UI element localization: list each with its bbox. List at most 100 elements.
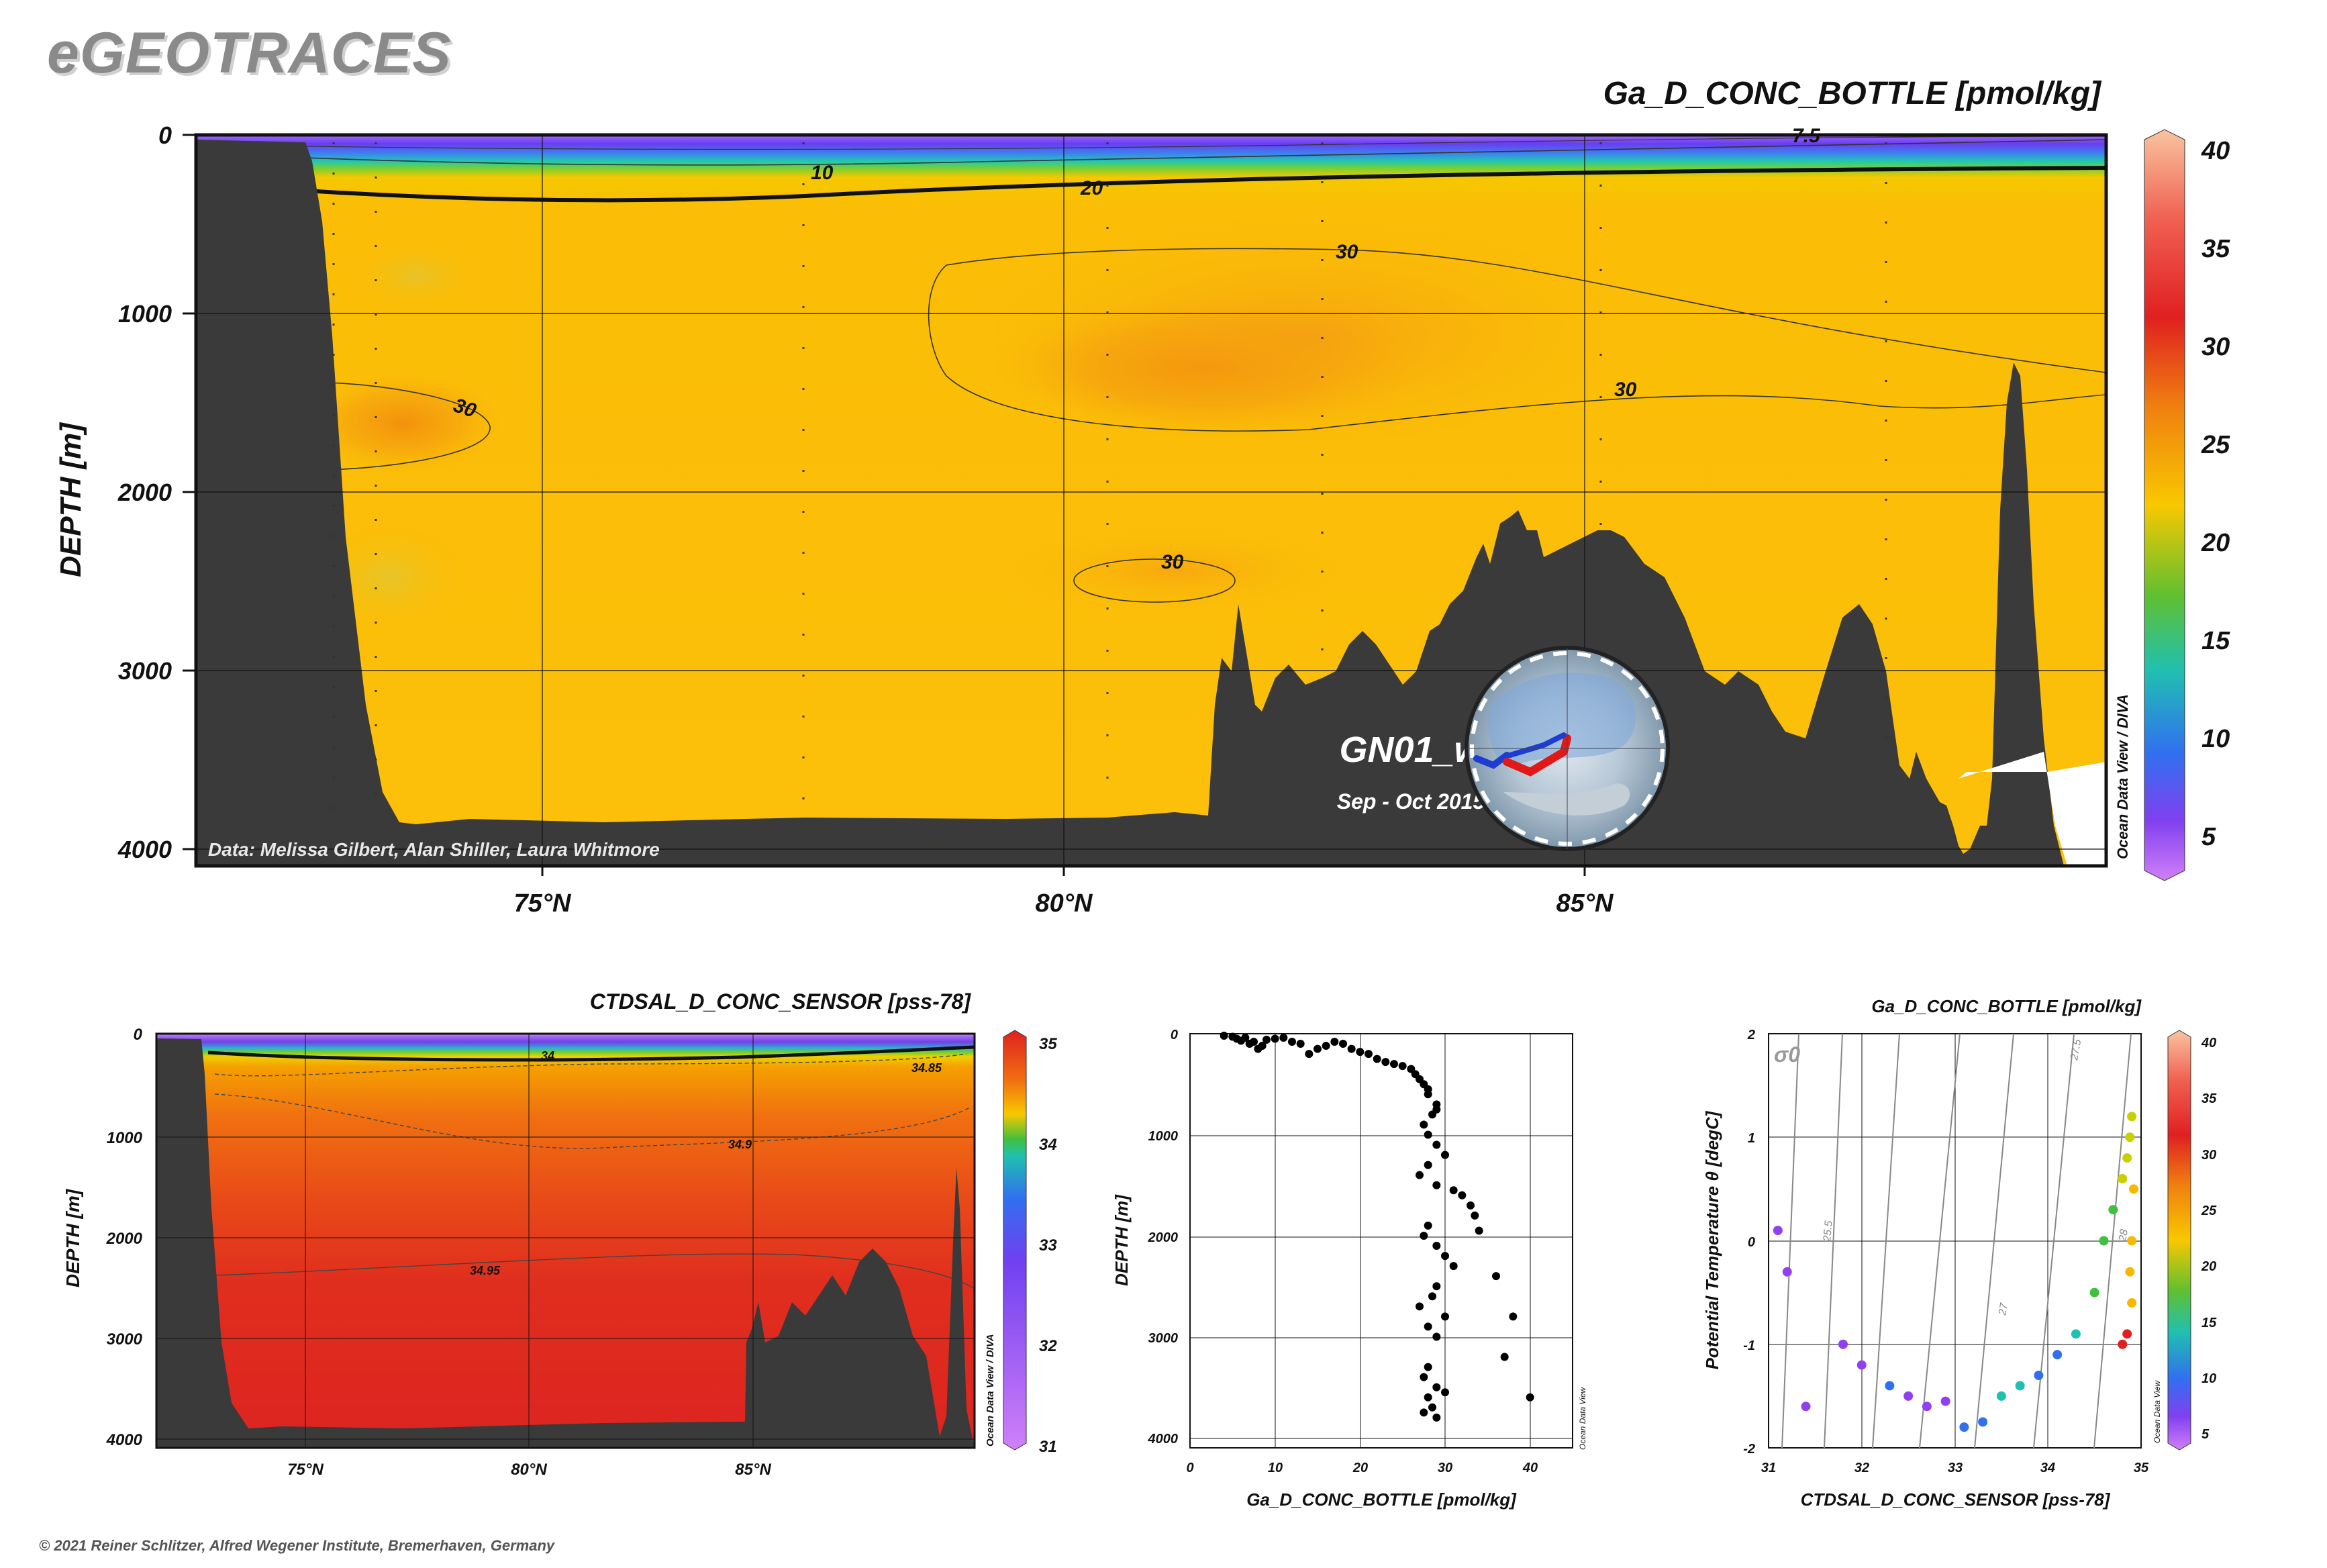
svg-text:20: 20 [2201, 1259, 2216, 1274]
ts-point [2122, 1329, 2132, 1339]
svg-text:25: 25 [2201, 1204, 2217, 1218]
profile-point [1526, 1393, 1534, 1402]
svg-text:34.95: 34.95 [470, 1264, 501, 1277]
svg-text:0: 0 [1186, 1461, 1193, 1475]
profile-chart [1189, 1032, 1573, 1449]
profile-point [1509, 1312, 1518, 1321]
svg-text:31: 31 [1761, 1461, 1776, 1475]
svg-text:34: 34 [2040, 1461, 2055, 1475]
svg-text:15: 15 [2201, 1316, 2217, 1330]
profile-point [1420, 1373, 1428, 1381]
ts-point [2089, 1287, 2099, 1297]
ts-point [2015, 1381, 2025, 1391]
svg-text:35: 35 [1039, 1035, 1057, 1053]
svg-text:35: 35 [2201, 1091, 2217, 1106]
profile-point [1381, 1058, 1390, 1067]
profile-point [1424, 1161, 1432, 1169]
ts-point [2128, 1184, 2138, 1194]
svg-text:-2: -2 [1743, 1442, 1755, 1457]
profile-point [1339, 1040, 1347, 1048]
ts-point [2071, 1329, 2081, 1339]
svg-text:31: 31 [1039, 1438, 1057, 1456]
ts-point [1773, 1226, 1783, 1236]
profile-point [1420, 1408, 1428, 1417]
svg-text:25: 25 [2201, 431, 2230, 459]
profile-point [1432, 1140, 1441, 1149]
profile-point [1262, 1036, 1271, 1044]
svg-text:1: 1 [1748, 1131, 1755, 1146]
ts-point [1885, 1381, 1895, 1391]
profile-point [1449, 1262, 1458, 1271]
contour-label-30a: 30 [1336, 241, 1358, 263]
svg-text:3000: 3000 [1148, 1331, 1179, 1346]
profile-point [1500, 1353, 1509, 1361]
svg-text:4000: 4000 [106, 1431, 143, 1449]
profile-xlabel: Ga_D_CONC_BOTTLE [pmol/kg] [1246, 1489, 1517, 1510]
ts-point [1801, 1402, 1811, 1412]
svg-text:30: 30 [2201, 1148, 2216, 1163]
profile-point [1288, 1038, 1296, 1046]
profile-point [1492, 1272, 1500, 1281]
profile-point [1467, 1201, 1475, 1210]
profile-ylabel: DEPTH [m] [1111, 1194, 1132, 1286]
salinity-section-chart [156, 1034, 975, 1448]
svg-text:Ocean Data View: Ocean Data View [2152, 1380, 2162, 1443]
ts-point [1903, 1391, 1914, 1401]
svg-text:Ocean Data View / DIVA: Ocean Data View / DIVA [985, 1334, 996, 1447]
svg-text:5: 5 [2201, 823, 2216, 851]
profile-point [1432, 1242, 1441, 1251]
sal-colorbar [1003, 1030, 1027, 1451]
ts-point [1959, 1422, 1969, 1432]
profile-point [1441, 1388, 1449, 1397]
main-ylabel: DEPTH [m] [54, 422, 87, 577]
profile-point [1424, 1090, 1432, 1099]
profile-point [1241, 1034, 1250, 1042]
ts-point [1996, 1391, 2006, 1401]
svg-text:20: 20 [2201, 529, 2230, 557]
svg-text:4000: 4000 [117, 836, 172, 863]
profile-point [1220, 1032, 1228, 1040]
ts-point [2127, 1298, 2137, 1308]
profile-point [1356, 1048, 1365, 1057]
profile-point [1424, 1221, 1432, 1230]
svg-text:2000: 2000 [1148, 1230, 1179, 1245]
svg-text:10: 10 [1268, 1461, 1283, 1475]
ts-point [2125, 1132, 2135, 1142]
copyright-footer: © 2021 Reiner Schlitzer, Alfred Wegener … [39, 1537, 555, 1554]
svg-text:0: 0 [1171, 1028, 1178, 1042]
svg-text:85°N: 85°N [735, 1461, 771, 1479]
ts-point [2118, 1339, 2128, 1349]
svg-text:40: 40 [1522, 1461, 1538, 1475]
svg-text:27: 27 [1997, 1302, 2010, 1317]
svg-text:80°N: 80°N [511, 1461, 547, 1479]
cruise-dates: Sep - Oct 2015 [1337, 789, 1486, 814]
ts-point [2118, 1173, 2128, 1183]
profile-point [1330, 1038, 1339, 1046]
svg-text:10: 10 [2201, 725, 2230, 753]
svg-text:75°N: 75°N [287, 1461, 324, 1479]
svg-text:1000: 1000 [107, 1129, 143, 1147]
ts-point [1940, 1396, 1950, 1406]
main-colorbar [2144, 129, 2185, 881]
svg-text:34: 34 [1039, 1136, 1057, 1154]
profile-point [1416, 1171, 1424, 1179]
svg-text:4000: 4000 [1148, 1432, 1179, 1447]
contour-label-30c: 30 [1614, 379, 1637, 401]
ts-title: Ga_D_CONC_BOTTLE [pmol/kg] [1871, 996, 2142, 1016]
ts-point [1838, 1339, 1848, 1349]
svg-text:30: 30 [1438, 1461, 1452, 1475]
ts-xlabel: CTDSAL_D_CONC_SENSOR [pss-78] [1801, 1489, 2111, 1510]
svg-text:1000: 1000 [118, 300, 172, 328]
contour-label-10: 10 [811, 162, 834, 184]
profile-point [1420, 1231, 1428, 1240]
svg-text:35: 35 [2201, 235, 2230, 263]
sal-ylabel: DEPTH [m] [62, 1188, 83, 1287]
profile-point [1428, 1403, 1436, 1412]
svg-text:40: 40 [2201, 137, 2230, 165]
svg-text:85°N: 85°N [1556, 889, 1614, 918]
svg-text:27.5: 27.5 [2069, 1038, 2083, 1062]
profile-point [1471, 1211, 1479, 1220]
profile-point [1458, 1191, 1467, 1199]
svg-text:32: 32 [1039, 1337, 1057, 1355]
profile-point [1428, 1292, 1436, 1301]
